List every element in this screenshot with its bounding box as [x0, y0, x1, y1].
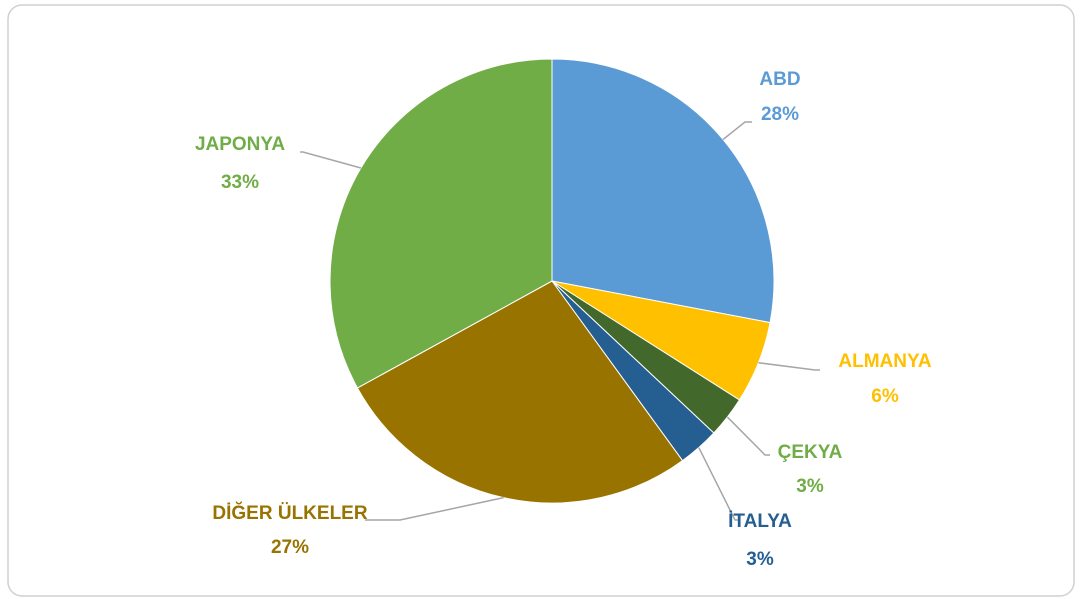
slice-name: İTALYA	[728, 511, 792, 532]
slice-name: ÇEKYA	[778, 442, 843, 463]
leader-line	[758, 361, 820, 371]
leader-line	[698, 447, 738, 521]
slice-name: ABD	[759, 69, 800, 90]
pie-slice	[356, 280, 684, 504]
leader-line	[722, 121, 752, 141]
slice-name: ALMANYA	[838, 351, 932, 372]
slice-value: 27%	[271, 537, 309, 558]
slice-value: 28%	[761, 104, 799, 125]
slice-value: 6%	[871, 386, 899, 407]
slice-value: 33%	[221, 172, 259, 193]
slice-name: JAPONYA	[195, 134, 285, 155]
slice-name: DİĞER ÜLKELER	[212, 502, 367, 524]
leader-line	[300, 151, 362, 169]
leader-line	[726, 416, 770, 456]
slice-value: 3%	[746, 549, 774, 570]
pie-slice	[329, 58, 553, 389]
leader-line	[365, 496, 504, 521]
slice-value: 3%	[796, 476, 824, 497]
